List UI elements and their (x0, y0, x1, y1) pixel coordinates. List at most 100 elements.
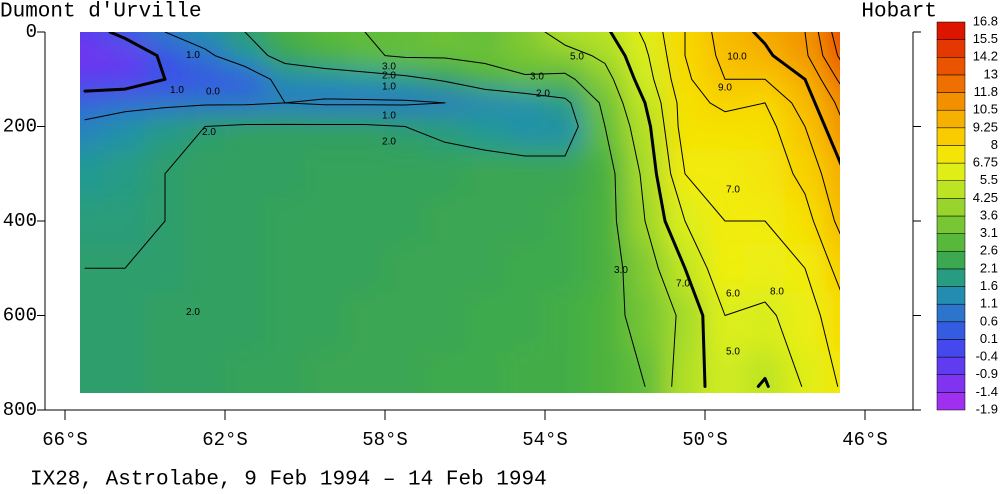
cells (80, 32, 840, 393)
cell (345, 114, 386, 152)
contour-line (84, 32, 446, 121)
colorbar-band (936, 233, 966, 252)
cell (80, 43, 106, 69)
cell (465, 91, 506, 116)
contour-label: 2.0 (382, 71, 396, 82)
cell (385, 291, 426, 352)
colorbar-band (936, 127, 966, 146)
cell (305, 114, 346, 152)
x-tick-label: 66°S (42, 429, 88, 451)
cell (225, 114, 266, 152)
cell (745, 350, 786, 393)
cell (545, 91, 586, 116)
cell (545, 150, 586, 199)
cell (545, 32, 586, 45)
cell (545, 291, 586, 352)
y-tick-label: 200 (3, 116, 37, 138)
cell (80, 291, 106, 352)
contour-line (711, 32, 840, 235)
cell (265, 350, 306, 393)
contour-label: 10.0 (727, 52, 747, 63)
cell (425, 244, 466, 293)
colorbar-band (936, 198, 966, 217)
colorbar-label: 10.5 (973, 102, 998, 117)
contour-line (662, 32, 839, 387)
cell (505, 150, 546, 199)
cell (105, 197, 146, 246)
contour-label: 9.0 (718, 82, 732, 93)
cell (425, 32, 466, 45)
cell (585, 32, 626, 45)
cell (385, 67, 426, 93)
cell (105, 291, 146, 352)
cell (465, 32, 506, 45)
cell (825, 291, 840, 352)
cell (345, 32, 386, 45)
contour-line (684, 32, 840, 291)
colorbar-label: 0.1 (980, 331, 998, 346)
cell (825, 67, 840, 93)
cell (825, 244, 840, 293)
cell (625, 32, 666, 45)
cell (305, 197, 346, 246)
colorbar-band (936, 392, 966, 411)
colorbar-label: 4.25 (973, 190, 998, 205)
cell (745, 32, 786, 45)
cell (505, 114, 546, 152)
cell (705, 150, 746, 199)
contour-line (752, 32, 840, 166)
cell (505, 67, 546, 93)
cell (385, 32, 426, 45)
colorbar-band (936, 339, 966, 358)
colorbar-band (936, 215, 966, 234)
cell (745, 150, 786, 199)
cell (305, 91, 346, 116)
cell (80, 32, 106, 45)
colorbar-band (936, 180, 966, 199)
cell (105, 350, 146, 393)
cell (465, 291, 506, 352)
cell (705, 291, 746, 352)
cell (785, 43, 826, 69)
cell (145, 43, 186, 69)
cell (665, 291, 706, 352)
x-tick-label: 54°S (522, 429, 568, 451)
cell (825, 197, 840, 246)
cell (385, 114, 426, 152)
cell (785, 150, 826, 199)
cell (505, 32, 546, 45)
contour-line (544, 32, 677, 387)
cell (225, 350, 266, 393)
colorbar-band (936, 286, 966, 305)
cell (585, 67, 626, 93)
colorbar-band (936, 303, 966, 323)
contour-line (638, 32, 803, 387)
cell (425, 67, 466, 93)
colorbar-band (936, 251, 966, 270)
cell (265, 43, 306, 69)
cell (465, 197, 506, 246)
cell (185, 350, 226, 393)
right-label: Hobart (861, 1, 937, 24)
cell (385, 244, 426, 293)
contour-line (804, 32, 840, 116)
colorbar-label: 1.6 (980, 278, 998, 293)
colorbar-band (936, 92, 966, 111)
cell (585, 114, 626, 152)
contour-label: 3.0 (530, 72, 544, 83)
cell (425, 291, 466, 352)
cell (425, 197, 466, 246)
cell (745, 291, 786, 352)
cell (785, 114, 826, 152)
contour-label: 2.0 (382, 137, 396, 148)
cell (625, 350, 666, 393)
cell (305, 350, 346, 393)
cell (80, 114, 106, 152)
cell (505, 244, 546, 293)
colorbar-label: -1.4 (976, 384, 998, 399)
cell (225, 291, 266, 352)
contour-label: 3.0 (382, 62, 396, 73)
cell (225, 32, 266, 45)
cell (225, 67, 266, 93)
